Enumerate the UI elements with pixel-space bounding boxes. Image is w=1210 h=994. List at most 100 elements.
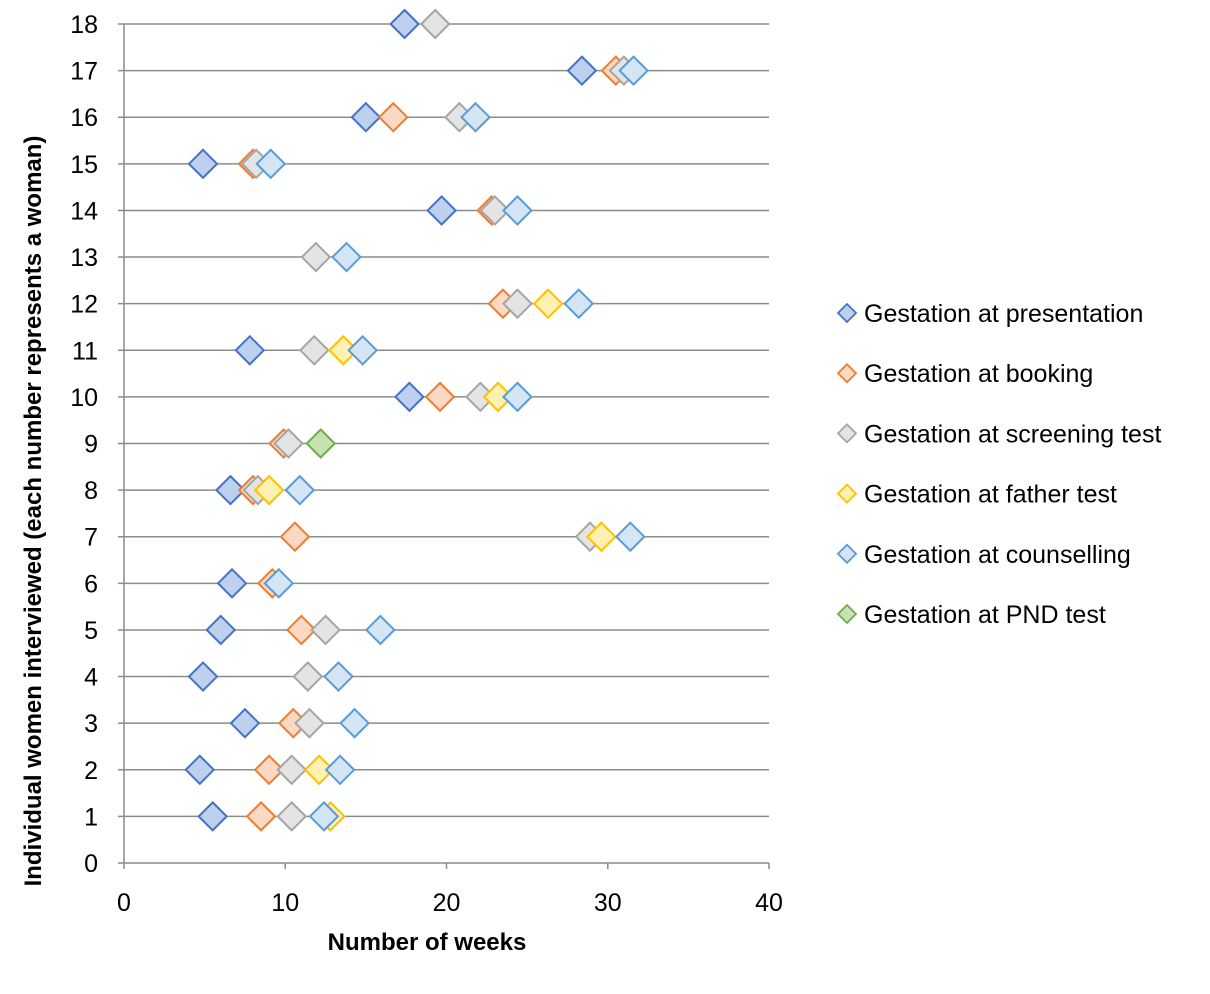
point-s4-1 [324, 754, 356, 786]
legend-label-1: Gestation at booking [864, 360, 1093, 388]
legend-label-5: Gestation at PND test [864, 601, 1106, 629]
point-s4-5 [263, 567, 295, 599]
y-tick-label-11: 11 [72, 337, 98, 365]
point-s0-9 [426, 195, 458, 226]
axes [118, 23, 770, 869]
point-s4-10 [563, 288, 595, 320]
legend-marker-0 [836, 302, 858, 324]
point-s4-14 [460, 101, 491, 133]
legend-marker-4 [836, 543, 858, 565]
y-tick-label-18: 18 [70, 11, 98, 39]
y-tick-label-16: 16 [70, 104, 98, 132]
point-s0-2 [229, 707, 261, 739]
point-s2-0 [276, 800, 308, 832]
legend-label-4: Gestation at counselling [864, 541, 1131, 569]
point-s4-13 [255, 148, 287, 180]
y-tick-label-2: 2 [84, 757, 98, 785]
point-s0-6 [215, 474, 246, 506]
point-s2-4 [310, 614, 341, 646]
y-tick-label-0: 0 [84, 850, 98, 878]
y-tick-label-9: 9 [84, 431, 98, 459]
legend-marker-3 [836, 483, 858, 504]
point-s2-2 [294, 707, 325, 739]
point-s2-12 [479, 195, 511, 226]
point-s4-3 [323, 661, 354, 692]
point-s4-8 [502, 381, 533, 413]
y-tick-label-3: 3 [84, 710, 98, 738]
legend-marker-1 [836, 362, 858, 384]
y-tick-label-4: 4 [84, 664, 98, 692]
gridlines [124, 23, 769, 818]
point-s4-15 [618, 55, 649, 87]
point-s0-10 [187, 148, 219, 180]
x-tick-label-0: 0 [117, 889, 131, 917]
y-tick-label-7: 7 [84, 524, 98, 552]
point-s3-3 [253, 474, 285, 506]
point-s4-2 [339, 707, 371, 739]
point-s1-12 [377, 101, 409, 133]
point-s4-7 [284, 474, 316, 506]
x-tick-label-10: 10 [271, 889, 299, 917]
point-s1-1 [253, 754, 285, 786]
point-s2-3 [292, 661, 324, 692]
series-5 [305, 428, 337, 459]
data-points [184, 8, 649, 832]
point-s0-12 [566, 55, 598, 87]
legend-marker-2 [836, 423, 858, 444]
point-s4-12 [502, 195, 533, 226]
point-s0-3 [187, 661, 219, 692]
y-tick-label-5: 5 [84, 617, 98, 645]
y-tick-label-6: 6 [84, 570, 98, 598]
point-s2-10 [502, 288, 533, 320]
point-s2-16 [419, 8, 451, 40]
y-tick-label-12: 12 [70, 291, 98, 319]
point-s3-2 [585, 521, 617, 553]
legend-marker-5 [836, 603, 858, 625]
x-tick-label-20: 20 [433, 889, 461, 917]
y-tick-label-14: 14 [70, 197, 98, 225]
point-s3-6 [532, 288, 564, 320]
point-s4-0 [308, 800, 340, 832]
y-tick-label-8: 8 [84, 477, 98, 505]
point-s2-7 [273, 428, 304, 459]
point-s0-0 [197, 800, 229, 832]
point-s0-4 [205, 614, 237, 646]
y-tick-label-15: 15 [70, 151, 98, 179]
point-s1-0 [245, 800, 277, 832]
y-tick-label-1: 1 [84, 803, 98, 831]
point-s0-5 [216, 567, 248, 599]
point-s0-1 [184, 754, 216, 786]
point-s0-7 [393, 381, 425, 413]
point-s1-3 [285, 614, 317, 646]
y-tick-label-10: 10 [70, 384, 98, 412]
legend-label-2: Gestation at screening test [864, 420, 1161, 448]
point-s2-11 [300, 241, 332, 273]
x-tick-label-30: 30 [594, 889, 622, 917]
y-axis-title: Individual women interviewed (each numbe… [20, 136, 47, 887]
point-s5-0 [305, 428, 337, 459]
point-s0-13 [389, 8, 420, 40]
point-s2-1 [276, 754, 308, 786]
point-s0-11 [350, 101, 382, 133]
series-3 [253, 288, 617, 832]
x-axis-title: Number of weeks [328, 929, 527, 956]
y-tick-label-17: 17 [70, 58, 98, 86]
series-2 [240, 8, 640, 832]
point-s1-5 [279, 521, 311, 553]
point-s4-4 [364, 614, 396, 646]
point-s2-9 [298, 334, 330, 366]
x-tick-label-40: 40 [755, 889, 783, 917]
y-tick-label-13: 13 [70, 244, 98, 272]
point-s3-1 [303, 754, 335, 786]
point-s1-8 [424, 381, 456, 413]
point-s0-8 [234, 334, 266, 366]
series-4 [255, 55, 649, 832]
legend-label-3: Gestation at father test [864, 481, 1117, 509]
point-s4-9 [347, 334, 379, 366]
legend: Gestation at presentation Gestation at bo… [836, 300, 1161, 629]
point-s4-11 [331, 241, 362, 273]
legend-label-0: Gestation at presentation [864, 300, 1143, 328]
